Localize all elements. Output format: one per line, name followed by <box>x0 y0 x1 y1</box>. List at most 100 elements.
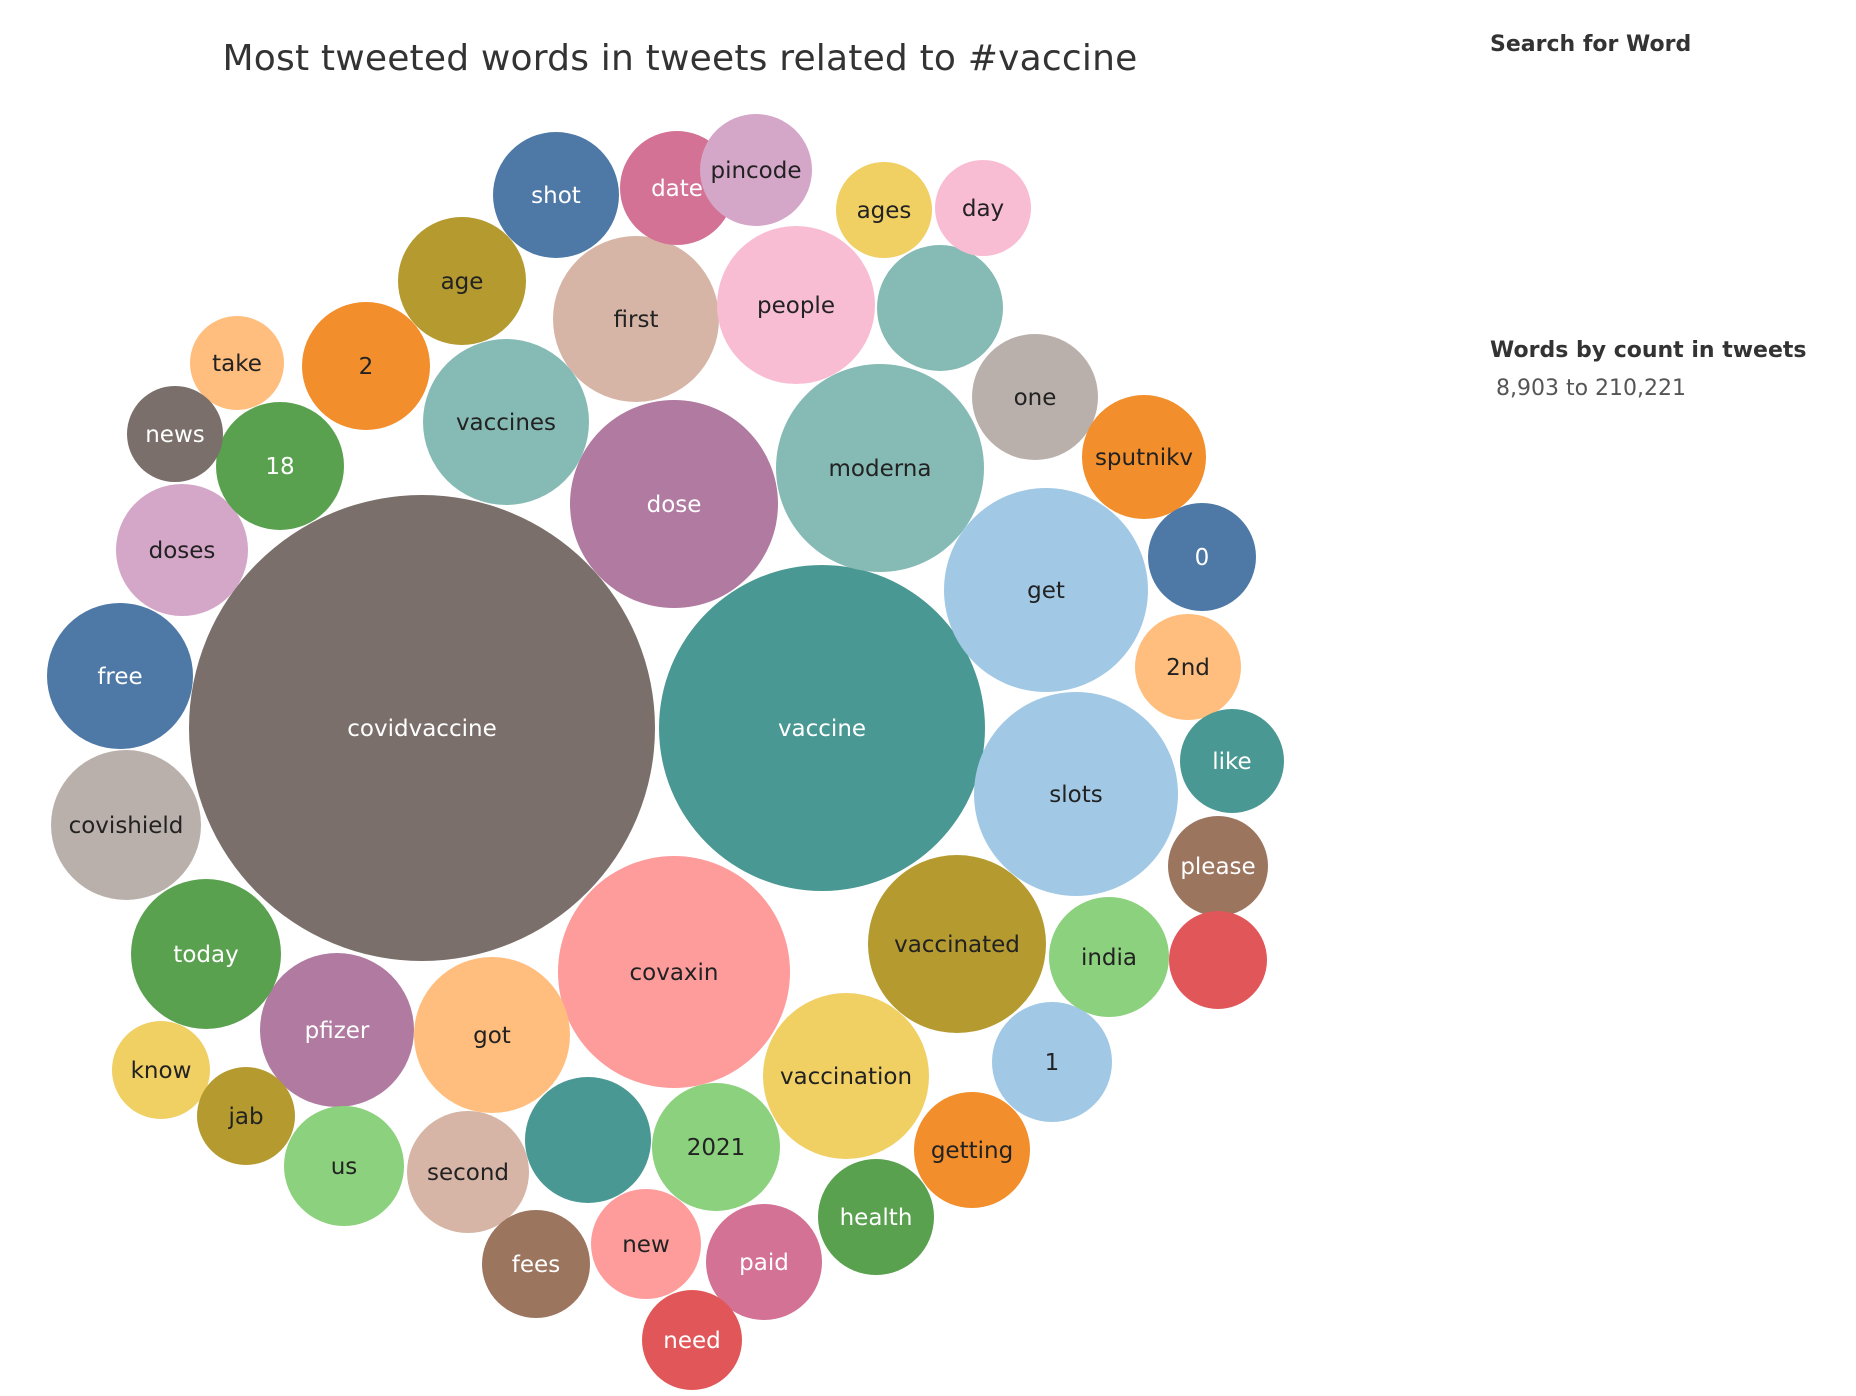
bubble-circle[interactable] <box>482 1210 590 1318</box>
bubble-news[interactable]: news <box>127 386 223 482</box>
bubble-dose[interactable]: dose <box>570 400 778 608</box>
bubble-know[interactable]: know <box>112 1021 210 1119</box>
bubble-circle[interactable] <box>591 1189 701 1299</box>
bubble-paid[interactable]: paid <box>706 1204 822 1320</box>
bubble-circle[interactable] <box>935 160 1031 256</box>
bubble-circle[interactable] <box>700 114 812 226</box>
bubble-doses[interactable]: doses <box>116 484 248 616</box>
search-input[interactable] <box>1490 68 1806 104</box>
bubble-pfizer[interactable]: pfizer <box>260 953 414 1107</box>
bubble-circle[interactable] <box>189 495 655 961</box>
bubble-unlabeled-20[interactable] <box>877 245 1003 371</box>
bubble-circle[interactable] <box>652 1083 780 1211</box>
bubble-new[interactable]: new <box>591 1189 701 1299</box>
bubble-fees[interactable]: fees <box>482 1210 590 1318</box>
bubble-0[interactable]: 0 <box>1148 503 1256 611</box>
bubble-one[interactable]: one <box>972 334 1098 460</box>
bubble-vaccine[interactable]: vaccine <box>659 565 985 891</box>
bubble-day[interactable]: day <box>935 160 1031 256</box>
bubble-circle[interactable] <box>776 364 984 572</box>
bubble-circle[interactable] <box>706 1204 822 1320</box>
bubble-circle[interactable] <box>525 1077 651 1203</box>
bubble-circle[interactable] <box>877 245 1003 371</box>
bubble-vaccination[interactable]: vaccination <box>763 993 929 1159</box>
bubble-vaccinated[interactable]: vaccinated <box>868 855 1046 1033</box>
bubble-circle[interactable] <box>642 1290 742 1390</box>
bubble-circle[interactable] <box>51 750 201 900</box>
bubble-free[interactable]: free <box>47 603 193 749</box>
bubble-getting[interactable]: getting <box>914 1092 1030 1208</box>
bubble-1[interactable]: 1 <box>992 1002 1112 1122</box>
bubble-ages[interactable]: ages <box>836 162 932 258</box>
bubble-circle[interactable] <box>868 855 1046 1033</box>
bubble-vaccines[interactable]: vaccines <box>423 339 589 505</box>
bubble-health[interactable]: health <box>818 1159 934 1275</box>
bubble-get[interactable]: get <box>944 488 1148 692</box>
bubble-circle[interactable] <box>914 1092 1030 1208</box>
bubble-2021[interactable]: 2021 <box>652 1083 780 1211</box>
bubble-india[interactable]: india <box>1049 897 1169 1017</box>
bubble-circle[interactable] <box>116 484 248 616</box>
bubble-pincode[interactable]: pincode <box>700 114 812 226</box>
bubble-2nd[interactable]: 2nd <box>1135 614 1241 720</box>
bubble-need[interactable]: need <box>642 1290 742 1390</box>
bubble-circle[interactable] <box>302 302 430 430</box>
bubble-circle[interactable] <box>1082 395 1206 519</box>
bubble-shot[interactable]: shot <box>493 132 619 258</box>
bubble-slots[interactable]: slots <box>974 692 1178 896</box>
bubble-today[interactable]: today <box>131 879 281 1029</box>
bubble-covishield[interactable]: covishield <box>51 750 201 900</box>
bubble-circle[interactable] <box>1180 709 1284 813</box>
bubble-moderna[interactable]: moderna <box>776 364 984 572</box>
bubble-please[interactable]: please <box>1168 816 1268 916</box>
bubble-circle[interactable] <box>493 132 619 258</box>
bubble-circle[interactable] <box>131 879 281 1029</box>
bubble-circle[interactable] <box>127 386 223 482</box>
bubble-circle[interactable] <box>407 1111 529 1233</box>
bubble-circle[interactable] <box>570 400 778 608</box>
bubble-circle[interactable] <box>818 1159 934 1275</box>
bubble-got[interactable]: got <box>414 957 570 1113</box>
bubble-circle[interactable] <box>47 603 193 749</box>
bubble-circle[interactable] <box>763 993 929 1159</box>
bubble-circle[interactable] <box>659 565 985 891</box>
bubble-circle[interactable] <box>1148 503 1256 611</box>
bubble-jab[interactable]: jab <box>197 1067 295 1165</box>
bubble-label: vaccine <box>778 716 866 742</box>
bubble-2[interactable]: 2 <box>302 302 430 430</box>
bubble-second[interactable]: second <box>407 1111 529 1233</box>
bubble-sputnikv[interactable]: sputnikv <box>1082 395 1206 519</box>
bubble-circle[interactable] <box>1049 897 1169 1017</box>
bubble-circle[interactable] <box>284 1106 404 1226</box>
bubble-people[interactable]: people <box>717 226 875 384</box>
bubble-covaxin[interactable]: covaxin <box>558 856 790 1088</box>
bubble-circle[interactable] <box>992 1002 1112 1122</box>
bubble-circle[interactable] <box>836 162 932 258</box>
bubble-circle[interactable] <box>216 402 344 530</box>
bubble-circle[interactable] <box>972 334 1098 460</box>
bubble-us[interactable]: us <box>284 1106 404 1226</box>
bubble-like[interactable]: like <box>1180 709 1284 813</box>
bubble-unlabeled-43[interactable] <box>1169 911 1267 1009</box>
bubble-circle[interactable] <box>414 957 570 1113</box>
bubble-circle[interactable] <box>260 953 414 1107</box>
bubble-circle[interactable] <box>558 856 790 1088</box>
bubble-age[interactable]: age <box>398 217 526 345</box>
bubble-covidvaccine[interactable]: covidvaccine <box>189 495 655 961</box>
bubble-circle[interactable] <box>398 217 526 345</box>
bubble-circle[interactable] <box>197 1067 295 1165</box>
bubble-circle[interactable] <box>553 236 719 402</box>
bubble-circle[interactable] <box>944 488 1148 692</box>
bubble-take[interactable]: take <box>190 316 284 410</box>
bubble-circle[interactable] <box>1135 614 1241 720</box>
bubble-circle[interactable] <box>717 226 875 384</box>
bubble-circle[interactable] <box>974 692 1178 896</box>
bubble-circle[interactable] <box>112 1021 210 1119</box>
bubble-18[interactable]: 18 <box>216 402 344 530</box>
bubble-circle[interactable] <box>1169 911 1267 1009</box>
bubble-circle[interactable] <box>190 316 284 410</box>
bubble-circle[interactable] <box>423 339 589 505</box>
bubble-first[interactable]: first <box>553 236 719 402</box>
bubble-unlabeled-32[interactable] <box>525 1077 651 1203</box>
bubble-circle[interactable] <box>1168 816 1268 916</box>
